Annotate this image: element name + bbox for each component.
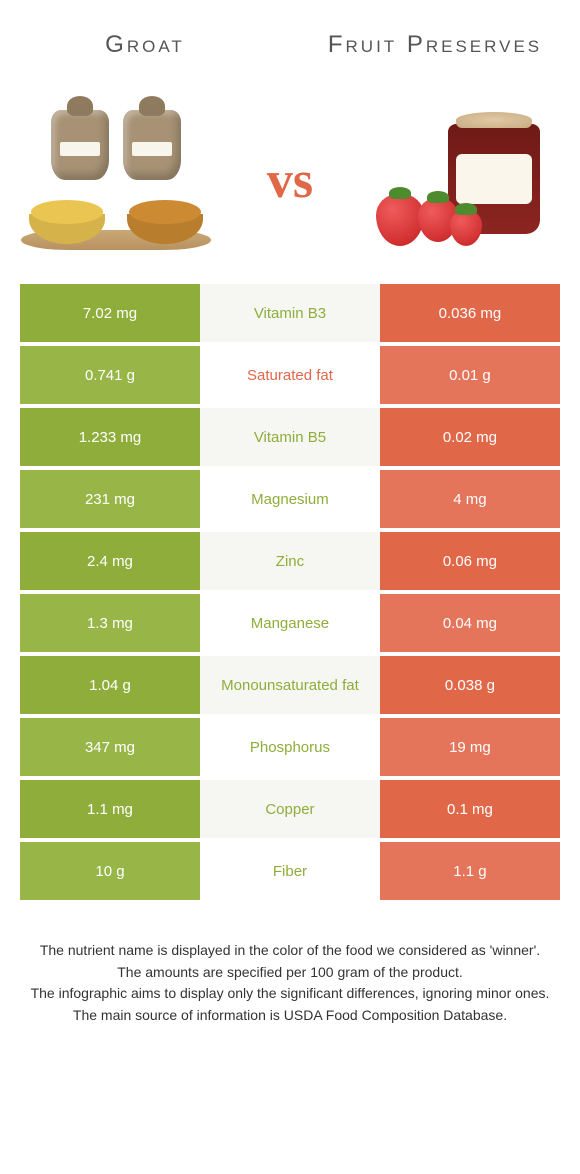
value-right: 0.01 g [380, 346, 560, 404]
table-row: 10 gFiber1.1 g [20, 842, 560, 900]
value-left: 1.3 mg [20, 594, 200, 652]
value-left: 231 mg [20, 470, 200, 528]
footer-line: The amounts are specified per 100 gram o… [30, 962, 550, 984]
food-image-right [348, 110, 580, 250]
value-left: 10 g [20, 842, 200, 900]
value-right: 1.1 g [380, 842, 560, 900]
value-left: 1.233 mg [20, 408, 200, 466]
value-right: 0.1 mg [380, 780, 560, 838]
value-left: 0.741 g [20, 346, 200, 404]
table-row: 347 mgPhosphorus19 mg [20, 718, 560, 776]
groat-illustration [21, 110, 211, 250]
value-right: 0.036 mg [380, 284, 560, 342]
table-row: 231 mgMagnesium4 mg [20, 470, 560, 528]
value-right: 0.02 mg [380, 408, 560, 466]
value-left: 2.4 mg [20, 532, 200, 590]
header: Groat Fruit Preserves [0, 0, 580, 90]
vs-badge: vs [232, 151, 348, 210]
table-row: 1.04 gMonounsaturated fat0.038 g [20, 656, 560, 714]
footer-line: The infographic aims to display only the… [30, 983, 550, 1005]
images-row: vs [0, 90, 580, 270]
nutrient-name: Copper [200, 780, 380, 838]
table-row: 0.741 gSaturated fat0.01 g [20, 346, 560, 404]
nutrient-name: Manganese [200, 594, 380, 652]
comparison-table: 7.02 mgVitamin B30.036 mg0.741 gSaturate… [20, 284, 560, 900]
title-left: Groat [0, 32, 290, 58]
nutrient-name: Phosphorus [200, 718, 380, 776]
value-right: 0.038 g [380, 656, 560, 714]
value-right: 4 mg [380, 470, 560, 528]
title-right: Fruit Preserves [290, 32, 580, 58]
value-left: 347 mg [20, 718, 200, 776]
nutrient-name: Magnesium [200, 470, 380, 528]
value-left: 7.02 mg [20, 284, 200, 342]
nutrient-name: Vitamin B3 [200, 284, 380, 342]
footer-line: The nutrient name is displayed in the co… [30, 940, 550, 962]
vs-text: vs [267, 152, 313, 209]
table-row: 2.4 mgZinc0.06 mg [20, 532, 560, 590]
value-right: 19 mg [380, 718, 560, 776]
nutrient-name: Fiber [200, 842, 380, 900]
value-left: 1.1 mg [20, 780, 200, 838]
nutrient-name: Zinc [200, 532, 380, 590]
food-image-left [0, 110, 232, 250]
table-row: 7.02 mgVitamin B30.036 mg [20, 284, 560, 342]
table-row: 1.233 mgVitamin B50.02 mg [20, 408, 560, 466]
table-row: 1.1 mgCopper0.1 mg [20, 780, 560, 838]
nutrient-name: Vitamin B5 [200, 408, 380, 466]
preserves-illustration [374, 110, 554, 250]
footer-line: The main source of information is USDA F… [30, 1005, 550, 1027]
nutrient-name: Saturated fat [200, 346, 380, 404]
footer-notes: The nutrient name is displayed in the co… [30, 940, 550, 1027]
value-right: 0.06 mg [380, 532, 560, 590]
nutrient-name: Monounsaturated fat [200, 656, 380, 714]
value-right: 0.04 mg [380, 594, 560, 652]
value-left: 1.04 g [20, 656, 200, 714]
table-row: 1.3 mgManganese0.04 mg [20, 594, 560, 652]
